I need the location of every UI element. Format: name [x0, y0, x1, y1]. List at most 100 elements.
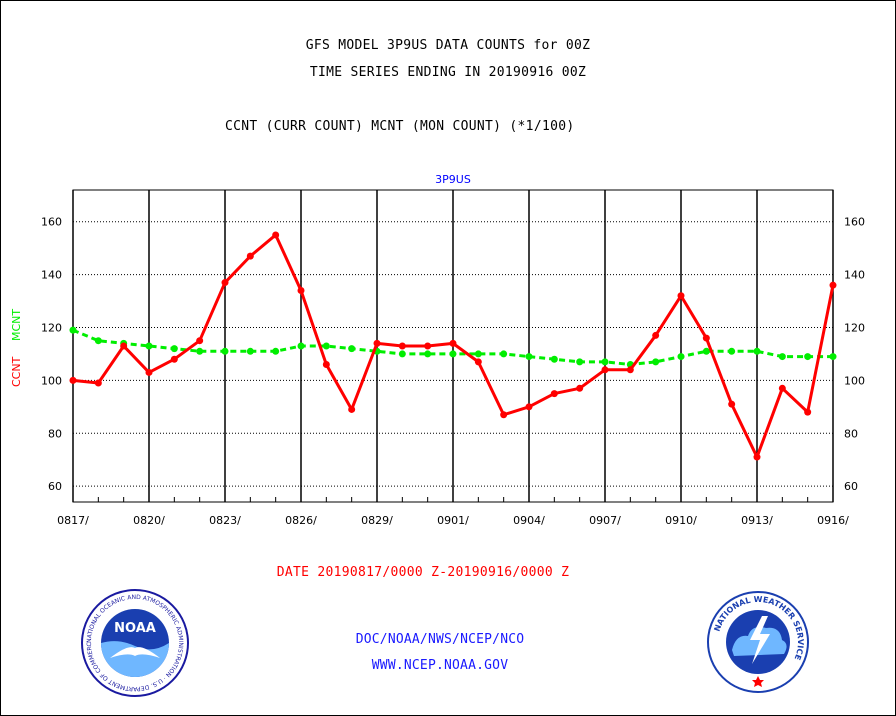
- point-ccnt-0908: [626, 366, 634, 374]
- point-ccnt-0829: [373, 339, 381, 347]
- point-ccnt-0819: [120, 342, 128, 350]
- x-tick-label-0817: 0817/: [57, 514, 89, 527]
- series-mcnt: [69, 326, 837, 369]
- point-ccnt-0901: [449, 339, 457, 347]
- x-tick-label-0904: 0904/: [513, 514, 545, 527]
- point-mcnt-0903: [500, 350, 508, 358]
- y-tick-right-160: 160: [844, 216, 865, 229]
- point-ccnt-0904: [525, 403, 533, 411]
- x-tick-label-0820: 0820/: [133, 514, 165, 527]
- date-range-label: DATE 20190817/0000 Z-20190916/0000 Z: [276, 565, 570, 580]
- x-tick-label-0910: 0910/: [665, 514, 697, 527]
- point-ccnt-0820: [145, 368, 153, 376]
- point-mcnt-0909: [652, 358, 660, 366]
- x-ticks: 0817/0820/0823/0826/0829/0901/0904/0907/…: [57, 514, 849, 527]
- website-link[interactable]: WWW.NCEP.NOAA.GOV: [371, 658, 509, 673]
- y-axis-label-group: CCNT MCNT: [10, 309, 23, 387]
- point-ccnt-0818: [94, 379, 102, 387]
- point-ccnt-0903: [500, 411, 508, 419]
- x-tick-label-0829: 0829/: [361, 514, 393, 527]
- point-mcnt-0827: [322, 342, 330, 350]
- y-tick-left-120: 120: [41, 321, 62, 334]
- org-path-label: DOC/NOAA/NWS/NCEP/NCO: [355, 632, 525, 647]
- point-mcnt-0822: [196, 347, 204, 355]
- chart-title-line1: GFS MODEL 3P9US DATA COUNTS for 00Z: [305, 38, 591, 53]
- point-ccnt-0822: [196, 337, 204, 345]
- y-tick-right-100: 100: [844, 374, 865, 387]
- point-mcnt-0820: [145, 342, 153, 350]
- noaa-logo-text: NOAA: [114, 621, 156, 636]
- point-mcnt-0818: [94, 337, 102, 345]
- point-mcnt-0906: [576, 358, 584, 366]
- point-ccnt-0817: [69, 376, 77, 384]
- point-mcnt-0912: [728, 347, 736, 355]
- point-mcnt-0825: [272, 347, 280, 355]
- point-ccnt-0830: [398, 342, 406, 350]
- point-ccnt-0915: [804, 408, 812, 416]
- point-ccnt-0902: [474, 358, 482, 366]
- point-mcnt-0821: [170, 345, 178, 353]
- point-ccnt-0824: [246, 252, 254, 260]
- chart-title-line2: TIME SERIES ENDING IN 20190916 00Z: [309, 65, 587, 80]
- chart-subtitle: CCNT (CURR COUNT) MCNT (MON COUNT) (*1/1…: [225, 119, 575, 134]
- x-tick-label-0907: 0907/: [589, 514, 621, 527]
- point-ccnt-0907: [601, 366, 609, 374]
- point-mcnt-0905: [550, 355, 558, 363]
- y-axis-label-ccnt: CCNT: [10, 356, 23, 387]
- point-ccnt-0909: [652, 331, 660, 339]
- point-ccnt-0827: [322, 361, 330, 369]
- point-mcnt-0901: [449, 350, 457, 358]
- y-ticks-left: 60 80 100 120 140 160: [41, 216, 62, 493]
- noaa-logo: NATIONAL OCEANIC AND ATMOSPHERIC ADMINIS…: [80, 588, 189, 697]
- point-mcnt-0914: [778, 353, 786, 361]
- y-tick-right-140: 140: [844, 269, 865, 282]
- y-tick-right-80: 80: [844, 427, 858, 440]
- point-ccnt-0911: [702, 334, 710, 342]
- point-mcnt-0824: [246, 347, 254, 355]
- point-mcnt-0902: [474, 350, 482, 358]
- x-tick-label-0823: 0823/: [209, 514, 241, 527]
- y-tick-left-80: 80: [48, 427, 62, 440]
- x-tick-label-0901: 0901/: [437, 514, 469, 527]
- point-ccnt-0825: [272, 231, 280, 239]
- point-ccnt-0912: [728, 400, 736, 408]
- point-mcnt-0910: [677, 353, 685, 361]
- y-tick-left-60: 60: [48, 480, 62, 493]
- point-mcnt-0916: [829, 353, 837, 361]
- point-ccnt-0826: [297, 286, 305, 294]
- y-tick-left-100: 100: [41, 374, 62, 387]
- point-mcnt-0817: [69, 326, 77, 334]
- point-mcnt-0915: [804, 353, 812, 361]
- point-ccnt-0831: [424, 342, 432, 350]
- point-mcnt-0831: [424, 350, 432, 358]
- point-mcnt-0911: [702, 347, 710, 355]
- y-tick-left-140: 140: [41, 269, 62, 282]
- y-ticks-right: 60 80 100 120 140 160: [844, 216, 865, 493]
- point-mcnt-0913: [753, 347, 761, 355]
- y-tick-right-120: 120: [844, 321, 865, 334]
- point-ccnt-0913: [753, 453, 761, 461]
- series-ccnt: [69, 231, 837, 461]
- point-mcnt-0907: [601, 358, 609, 366]
- point-mcnt-0830: [398, 350, 406, 358]
- nws-logo: NATIONAL WEATHER SERVICE: [707, 591, 809, 693]
- point-mcnt-0826: [297, 342, 305, 350]
- point-ccnt-0823: [221, 279, 229, 287]
- point-ccnt-0828: [348, 405, 356, 413]
- y-axis-label-mcnt: MCNT: [10, 309, 23, 341]
- panel-title: 3P9US: [435, 173, 471, 186]
- point-ccnt-0821: [170, 355, 178, 363]
- point-ccnt-0910: [677, 292, 685, 300]
- y-tick-left-160: 160: [41, 216, 62, 229]
- point-ccnt-0914: [778, 384, 786, 392]
- y-tick-right-60: 60: [844, 480, 858, 493]
- point-ccnt-0916: [829, 281, 837, 289]
- point-mcnt-0904: [525, 353, 533, 361]
- series-layer: [69, 231, 837, 461]
- point-mcnt-0823: [221, 347, 229, 355]
- point-mcnt-0828: [348, 345, 356, 353]
- plot-area-border: [72, 189, 834, 503]
- x-tick-label-0916: 0916/: [817, 514, 849, 527]
- point-ccnt-0905: [550, 390, 558, 398]
